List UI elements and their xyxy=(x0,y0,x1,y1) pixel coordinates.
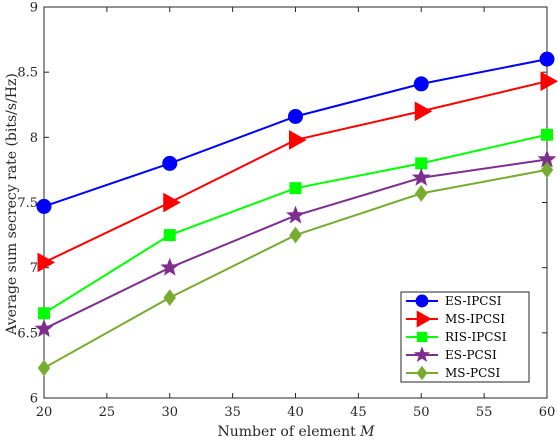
data-point xyxy=(160,257,180,276)
y-axis-ticks: 6 6.5 7 7.5 8 8.5 9 xyxy=(17,1,547,407)
legend-label: ES-PCSI xyxy=(445,348,497,362)
data-point xyxy=(289,226,302,244)
x-tick-label: 30 xyxy=(161,405,178,420)
data-point xyxy=(289,130,307,150)
legend-entry: ES-IPCSI xyxy=(406,294,502,308)
series-ms-pcsi xyxy=(37,161,554,377)
y-tick-label: 7 xyxy=(30,261,38,276)
x-tick-label: 35 xyxy=(224,405,241,420)
series-layer xyxy=(34,51,558,377)
y-tick-label: 8.5 xyxy=(17,66,38,81)
data-point xyxy=(289,182,302,195)
data-point xyxy=(539,51,555,67)
series-ms-ipcsi xyxy=(37,71,558,273)
legend: ES-IPCSI MS-IPCSI RIS-IPCSI ES-PCSI MS-PCSI xyxy=(400,291,530,383)
x-tick-label: 50 xyxy=(413,405,430,420)
data-point xyxy=(415,294,429,308)
legend-entry: MS-IPCSI xyxy=(406,310,505,328)
legend-entry: ES-PCSI xyxy=(406,346,497,362)
x-axis-ticks: 20 25 30 35 40 45 50 55 60 xyxy=(36,7,556,420)
series-es-ipcsi xyxy=(36,51,555,214)
data-point xyxy=(415,157,428,170)
data-point xyxy=(163,289,176,306)
data-point xyxy=(413,346,431,362)
legend-label: ES-IPCSI xyxy=(445,294,502,308)
series-es-pcsi xyxy=(34,149,557,337)
data-point xyxy=(416,331,428,343)
y-axis-title: Average sum secrecy rate (bits/s/Hz) xyxy=(4,73,20,336)
legend-entry: RIS-IPCSI xyxy=(406,330,507,344)
data-point xyxy=(163,192,181,213)
data-point xyxy=(414,101,433,122)
data-point xyxy=(413,76,429,92)
data-point xyxy=(37,252,56,273)
data-point xyxy=(286,205,305,224)
data-point xyxy=(288,108,303,124)
data-point xyxy=(416,365,428,381)
data-point xyxy=(163,229,176,242)
legend-label: MS-PCSI xyxy=(445,366,500,380)
x-tick-label: 55 xyxy=(476,405,493,420)
y-tick-label: 6.5 xyxy=(17,326,38,341)
y-tick-label: 8 xyxy=(30,131,38,146)
y-tick-label: 7.5 xyxy=(17,196,38,211)
x-axis-title: Number of element M xyxy=(217,424,375,440)
legend-label: RIS-IPCSI xyxy=(445,330,507,344)
data-point xyxy=(416,310,432,328)
legend-label: MS-IPCSI xyxy=(445,312,505,326)
series-ris-ipcsi xyxy=(38,128,553,320)
data-point xyxy=(36,198,52,214)
legend-entry: MS-PCSI xyxy=(406,365,500,381)
data-point xyxy=(540,71,558,92)
data-point xyxy=(37,359,51,377)
data-point xyxy=(415,185,428,202)
data-point xyxy=(411,167,431,186)
data-point xyxy=(34,319,54,337)
x-tick-label: 25 xyxy=(99,405,116,420)
x-tick-label: 20 xyxy=(36,405,53,420)
x-tick-label: 40 xyxy=(287,405,304,420)
y-tick-label: 6 xyxy=(30,392,38,407)
x-tick-label: 60 xyxy=(539,405,556,420)
y-tick-label: 9 xyxy=(30,1,38,16)
data-point xyxy=(38,307,50,320)
data-point xyxy=(541,128,553,141)
data-point xyxy=(162,155,178,171)
x-tick-label: 45 xyxy=(350,405,367,420)
data-point xyxy=(540,161,554,179)
